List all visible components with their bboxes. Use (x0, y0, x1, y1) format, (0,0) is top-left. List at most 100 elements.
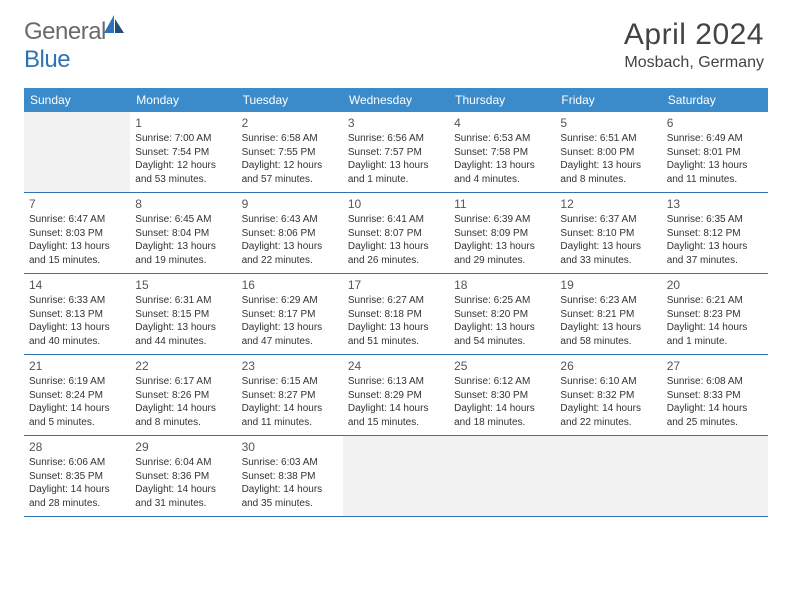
sunrise-text: Sunrise: 6:04 AM (135, 456, 231, 470)
daylight2-text: and 35 minutes. (242, 497, 338, 511)
day-cell: 7Sunrise: 6:47 AMSunset: 8:03 PMDaylight… (24, 193, 130, 273)
daylight2-text: and 22 minutes. (560, 416, 656, 430)
daylight2-text: and 15 minutes. (348, 416, 444, 430)
day-number: 27 (667, 358, 763, 374)
sunset-text: Sunset: 8:01 PM (667, 146, 763, 160)
daylight1-text: Daylight: 13 hours (560, 240, 656, 254)
daylight1-text: Daylight: 14 hours (242, 483, 338, 497)
sunset-text: Sunset: 8:15 PM (135, 308, 231, 322)
day-number: 7 (29, 196, 125, 212)
sunset-text: Sunset: 8:17 PM (242, 308, 338, 322)
daylight2-text: and 58 minutes. (560, 335, 656, 349)
week-row: 7Sunrise: 6:47 AMSunset: 8:03 PMDaylight… (24, 193, 768, 274)
daylight1-text: Daylight: 13 hours (348, 159, 444, 173)
day-cell: 12Sunrise: 6:37 AMSunset: 8:10 PMDayligh… (555, 193, 661, 273)
daylight2-text: and 31 minutes. (135, 497, 231, 511)
logo-text-general: General (24, 18, 106, 45)
sunset-text: Sunset: 8:06 PM (242, 227, 338, 241)
daylight2-text: and 33 minutes. (560, 254, 656, 268)
daylight2-text: and 4 minutes. (454, 173, 550, 187)
daylight1-text: Daylight: 13 hours (348, 240, 444, 254)
sunset-text: Sunset: 8:10 PM (560, 227, 656, 241)
day-cell: 9Sunrise: 6:43 AMSunset: 8:06 PMDaylight… (237, 193, 343, 273)
day-number: 18 (454, 277, 550, 293)
daylight2-text: and 1 minute. (348, 173, 444, 187)
sunrise-text: Sunrise: 6:35 AM (667, 213, 763, 227)
daylight2-text: and 8 minutes. (560, 173, 656, 187)
daylight1-text: Daylight: 13 hours (667, 240, 763, 254)
day-cell: 26Sunrise: 6:10 AMSunset: 8:32 PMDayligh… (555, 355, 661, 435)
day-number: 20 (667, 277, 763, 293)
day-number: 11 (454, 196, 550, 212)
daylight1-text: Daylight: 13 hours (454, 240, 550, 254)
day-number: 19 (560, 277, 656, 293)
daylight1-text: Daylight: 14 hours (135, 402, 231, 416)
day-number: 12 (560, 196, 656, 212)
day-number: 29 (135, 439, 231, 455)
sunrise-text: Sunrise: 6:19 AM (29, 375, 125, 389)
sunrise-text: Sunrise: 6:08 AM (667, 375, 763, 389)
daylight2-text: and 53 minutes. (135, 173, 231, 187)
sunrise-text: Sunrise: 6:51 AM (560, 132, 656, 146)
day-cell: 5Sunrise: 6:51 AMSunset: 8:00 PMDaylight… (555, 112, 661, 192)
daylight2-text: and 11 minutes. (242, 416, 338, 430)
daylight1-text: Daylight: 13 hours (135, 240, 231, 254)
sunrise-text: Sunrise: 6:37 AM (560, 213, 656, 227)
day-number: 26 (560, 358, 656, 374)
day-cell: 11Sunrise: 6:39 AMSunset: 8:09 PMDayligh… (449, 193, 555, 273)
sunset-text: Sunset: 8:04 PM (135, 227, 231, 241)
daylight2-text: and 1 minute. (667, 335, 763, 349)
daylight2-text: and 5 minutes. (29, 416, 125, 430)
location: Mosbach, Germany (624, 54, 764, 72)
sunrise-text: Sunrise: 6:10 AM (560, 375, 656, 389)
day-number: 4 (454, 115, 550, 131)
day-cell: 24Sunrise: 6:13 AMSunset: 8:29 PMDayligh… (343, 355, 449, 435)
daylight1-text: Daylight: 13 hours (135, 321, 231, 335)
sunrise-text: Sunrise: 6:41 AM (348, 213, 444, 227)
daylight2-text: and 54 minutes. (454, 335, 550, 349)
sunset-text: Sunset: 8:33 PM (667, 389, 763, 403)
daylight2-text: and 26 minutes. (348, 254, 444, 268)
sunset-text: Sunset: 8:29 PM (348, 389, 444, 403)
day-number: 3 (348, 115, 444, 131)
sunrise-text: Sunrise: 6:45 AM (135, 213, 231, 227)
daylight1-text: Daylight: 14 hours (135, 483, 231, 497)
weekday-header: Thursday (449, 88, 555, 112)
week-row: 21Sunrise: 6:19 AMSunset: 8:24 PMDayligh… (24, 355, 768, 436)
daylight2-text: and 18 minutes. (454, 416, 550, 430)
sunset-text: Sunset: 8:32 PM (560, 389, 656, 403)
daylight1-text: Daylight: 13 hours (29, 321, 125, 335)
sunrise-text: Sunrise: 6:53 AM (454, 132, 550, 146)
daylight2-text: and 19 minutes. (135, 254, 231, 268)
sunset-text: Sunset: 8:07 PM (348, 227, 444, 241)
sunset-text: Sunset: 8:00 PM (560, 146, 656, 160)
sunset-text: Sunset: 8:36 PM (135, 470, 231, 484)
day-cell: 27Sunrise: 6:08 AMSunset: 8:33 PMDayligh… (662, 355, 768, 435)
daylight1-text: Daylight: 12 hours (135, 159, 231, 173)
day-number: 16 (242, 277, 338, 293)
day-cell: 15Sunrise: 6:31 AMSunset: 8:15 PMDayligh… (130, 274, 236, 354)
day-cell: 4Sunrise: 6:53 AMSunset: 7:58 PMDaylight… (449, 112, 555, 192)
daylight2-text: and 15 minutes. (29, 254, 125, 268)
daylight1-text: Daylight: 14 hours (667, 321, 763, 335)
daylight2-text: and 8 minutes. (135, 416, 231, 430)
sunrise-text: Sunrise: 6:21 AM (667, 294, 763, 308)
weekday-header: Friday (555, 88, 661, 112)
sunrise-text: Sunrise: 6:39 AM (454, 213, 550, 227)
day-number: 17 (348, 277, 444, 293)
daylight2-text: and 37 minutes. (667, 254, 763, 268)
day-cell: 2Sunrise: 6:58 AMSunset: 7:55 PMDaylight… (237, 112, 343, 192)
weekday-header: Saturday (662, 88, 768, 112)
weekday-header: Sunday (24, 88, 130, 112)
daylight2-text: and 40 minutes. (29, 335, 125, 349)
day-number: 24 (348, 358, 444, 374)
sunrise-text: Sunrise: 6:31 AM (135, 294, 231, 308)
sunset-text: Sunset: 8:12 PM (667, 227, 763, 241)
daylight1-text: Daylight: 12 hours (242, 159, 338, 173)
sunrise-text: Sunrise: 6:17 AM (135, 375, 231, 389)
sunrise-text: Sunrise: 6:58 AM (242, 132, 338, 146)
daylight1-text: Daylight: 13 hours (667, 159, 763, 173)
sunrise-text: Sunrise: 6:25 AM (454, 294, 550, 308)
day-cell: 28Sunrise: 6:06 AMSunset: 8:35 PMDayligh… (24, 436, 130, 516)
sunrise-text: Sunrise: 6:29 AM (242, 294, 338, 308)
